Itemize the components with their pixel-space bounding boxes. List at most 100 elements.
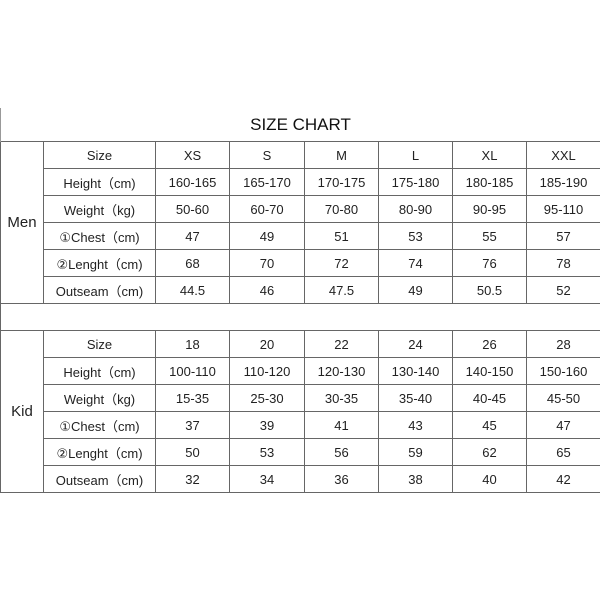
row-label: Height（cm) xyxy=(43,168,156,196)
table-cell: 36 xyxy=(304,465,379,493)
table-cell: 52 xyxy=(525,276,600,304)
table-cell: 46 xyxy=(229,276,305,304)
table-cell: 53 xyxy=(229,438,305,466)
table-row: Outseam（cm) 44.5 46 47.5 49 50.5 52 xyxy=(1,276,600,304)
table-cell: 18 xyxy=(155,330,230,358)
table-row: Kid Size 18 20 22 24 26 28 xyxy=(0,330,600,493)
table-cell: 28 xyxy=(525,330,600,358)
group-label: Kid xyxy=(0,330,44,493)
table-cell: 47.5 xyxy=(304,276,379,304)
table-cell: 35-40 xyxy=(378,384,453,412)
table-cell: XL xyxy=(452,141,527,169)
row-label: ②Lenght（cm) xyxy=(43,438,156,466)
row-label: ①Chest（cm) xyxy=(43,411,156,439)
table-row: Weight（kg) 15-35 25-30 30-35 35-40 40-45 45-50 xyxy=(1,384,600,412)
table-cell: 26 xyxy=(452,330,527,358)
table-cell: 22 xyxy=(304,330,379,358)
table-cell: 34 xyxy=(229,465,305,493)
table-cell: 40 xyxy=(452,465,527,493)
row-label: Size xyxy=(43,141,156,169)
row-label: Outseam（cm) xyxy=(43,276,156,304)
table-cell: 78 xyxy=(525,249,600,277)
table-cell: 165-170 xyxy=(229,168,305,196)
table-cell: 70 xyxy=(229,249,305,277)
table-cell: 47 xyxy=(525,411,600,439)
row-label: Size xyxy=(43,330,156,358)
table-cell: 55 xyxy=(452,222,527,250)
table-cell: 25-30 xyxy=(229,384,305,412)
table-cell: L xyxy=(378,141,453,169)
table-cell: 65 xyxy=(525,438,600,466)
table-row: ②Lenght（cm) 50 53 56 59 62 65 xyxy=(1,438,600,466)
table-cell: 160-165 xyxy=(155,168,230,196)
table-cell: 47 xyxy=(155,222,230,250)
table-cell: 42 xyxy=(525,465,600,493)
table-cell: 170-175 xyxy=(304,168,379,196)
table-cell: 39 xyxy=(229,411,305,439)
table-cell: 32 xyxy=(155,465,230,493)
table-cell: 49 xyxy=(378,276,453,304)
table-row: ①Chest（cm) 47 49 51 53 55 57 xyxy=(1,222,600,250)
table-cell: 41 xyxy=(304,411,379,439)
table-row: Height（cm) 160-165 165-170 170-175 175-180 18… xyxy=(1,168,600,196)
table-cell: 76 xyxy=(452,249,527,277)
table-cell: 40-45 xyxy=(452,384,527,412)
row-label: ②Lenght（cm) xyxy=(43,249,156,277)
group-label: Men xyxy=(0,141,44,304)
table-cell: 53 xyxy=(378,222,453,250)
table-cell: 60-70 xyxy=(229,195,305,223)
table-cell: 56 xyxy=(304,438,379,466)
table-cell: 59 xyxy=(378,438,453,466)
table-cell: 90-95 xyxy=(452,195,527,223)
table-cell: 100-110 xyxy=(155,357,230,385)
table-cell: 110-120 xyxy=(229,357,305,385)
table-cell: 95-110 xyxy=(525,195,600,223)
table-cell: 51 xyxy=(304,222,379,250)
table-cell: 72 xyxy=(304,249,379,277)
table-cell: 38 xyxy=(378,465,453,493)
row-label: Weight（kg) xyxy=(43,384,156,412)
table-cell: 24 xyxy=(378,330,453,358)
table-cell: S xyxy=(229,141,305,169)
table-cell: 150-160 xyxy=(525,357,600,385)
table-cell: 120-130 xyxy=(304,357,379,385)
table-row: Men Size XS S M L XL XXL xyxy=(0,141,600,304)
table-cell: XXL xyxy=(525,141,600,169)
table-cell: 180-185 xyxy=(452,168,527,196)
table-cell: 20 xyxy=(229,330,305,358)
spacer-row xyxy=(0,303,600,331)
table-cell: 62 xyxy=(452,438,527,466)
table-row: ①Chest（cm) 37 39 41 43 45 47 xyxy=(1,411,600,439)
row-label: Weight（kg) xyxy=(43,195,156,223)
table-cell: 50 xyxy=(155,438,230,466)
table-cell: 80-90 xyxy=(378,195,453,223)
row-label: Outseam（cm) xyxy=(43,465,156,493)
table-cell: 175-180 xyxy=(378,168,453,196)
table-cell: 43 xyxy=(378,411,453,439)
table-cell: 50.5 xyxy=(452,276,527,304)
table-cell: 15-35 xyxy=(155,384,230,412)
table-cell: XS xyxy=(155,141,230,169)
table-row: Height（cm) 100-110 110-120 120-130 130-140 14… xyxy=(1,357,600,385)
table-row: ②Lenght（cm) 68 70 72 74 76 78 xyxy=(1,249,600,277)
table-cell: 44.5 xyxy=(155,276,230,304)
table-cell: M xyxy=(304,141,379,169)
table-cell: 140-150 xyxy=(452,357,527,385)
table-cell: 57 xyxy=(525,222,600,250)
size-chart-table: SIZE CHART Men Size XS S M L XL XXL Height（cm) 16… xyxy=(0,108,600,493)
table-cell: 45 xyxy=(452,411,527,439)
table-cell: 68 xyxy=(155,249,230,277)
table-cell: 185-190 xyxy=(525,168,600,196)
table-row: Outseam（cm) 32 34 36 38 40 42 xyxy=(1,465,600,493)
table-cell: 30-35 xyxy=(304,384,379,412)
table-cell: 50-60 xyxy=(155,195,230,223)
table-cell: 37 xyxy=(155,411,230,439)
table-cell: 49 xyxy=(229,222,305,250)
table-row: Weight（kg) 50-60 60-70 70-80 80-90 90-95 95-11… xyxy=(1,195,600,223)
row-label: ①Chest（cm) xyxy=(43,222,156,250)
table-cell: 130-140 xyxy=(378,357,453,385)
table-cell: 70-80 xyxy=(304,195,379,223)
row-label: Height（cm) xyxy=(43,357,156,385)
chart-title: SIZE CHART xyxy=(0,108,600,142)
table-cell: 74 xyxy=(378,249,453,277)
